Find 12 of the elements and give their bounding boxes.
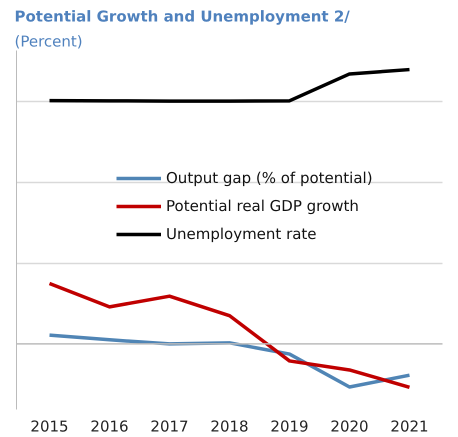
legend-label: Unemployment rate bbox=[166, 225, 317, 243]
chart-title: Potential Growth and Unemployment 2/ bbox=[14, 8, 350, 26]
chart-subtitle: (Percent) bbox=[14, 32, 83, 50]
x-tick-label: 2020 bbox=[330, 418, 369, 436]
x-tick-label: 2016 bbox=[90, 418, 129, 436]
legend-label: Output gap (% of potential) bbox=[166, 169, 373, 187]
x-tick-label: 2015 bbox=[30, 418, 69, 436]
x-tick-label: 2021 bbox=[390, 418, 429, 436]
legend-label: Potential real GDP growth bbox=[166, 197, 359, 215]
x-tick-label: 2019 bbox=[270, 418, 309, 436]
x-tick-label: 2017 bbox=[150, 418, 189, 436]
x-tick-label: 2018 bbox=[210, 418, 249, 436]
